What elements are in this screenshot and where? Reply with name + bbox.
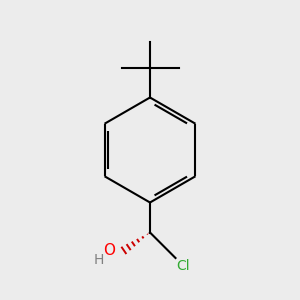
Text: Cl: Cl: [176, 260, 190, 273]
Text: H: H: [94, 253, 104, 266]
Text: O: O: [103, 243, 115, 258]
